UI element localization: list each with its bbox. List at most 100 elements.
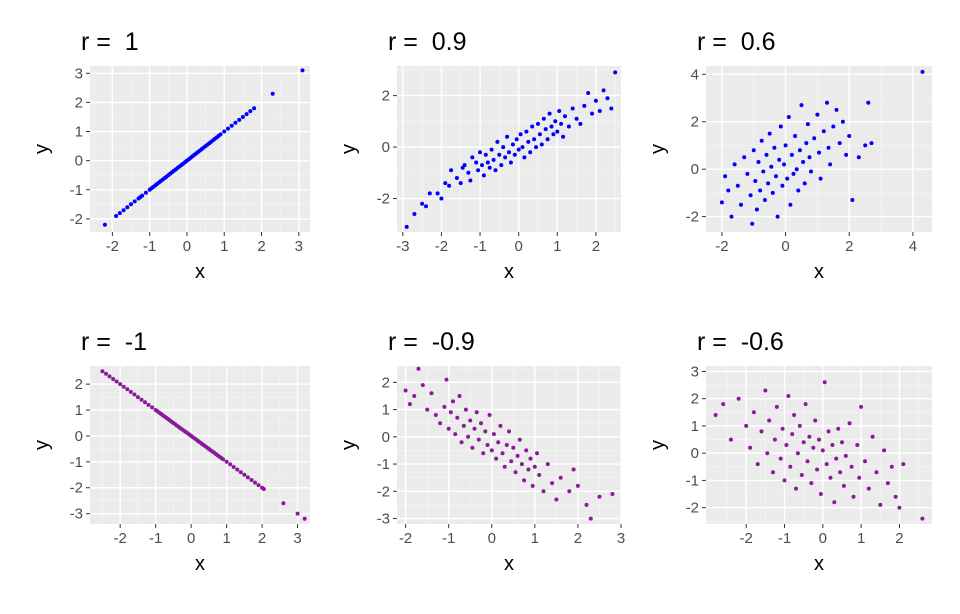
x-tick-label: 1 bbox=[220, 238, 228, 255]
data-point bbox=[150, 405, 155, 410]
y-axis-title: y bbox=[338, 440, 360, 450]
data-point bbox=[114, 214, 119, 218]
data-point bbox=[478, 150, 482, 155]
data-point bbox=[468, 178, 473, 183]
data-point bbox=[489, 448, 494, 453]
data-point bbox=[235, 467, 240, 472]
y-tick-label: 4 bbox=[691, 66, 699, 83]
data-point bbox=[813, 418, 818, 423]
data-point bbox=[139, 397, 144, 402]
data-point bbox=[748, 445, 753, 450]
data-point bbox=[483, 429, 488, 434]
x-tick-label: 2 bbox=[574, 530, 582, 547]
x-tick-label: -3 bbox=[396, 238, 409, 255]
data-point bbox=[483, 152, 488, 157]
data-point bbox=[493, 168, 498, 173]
data-point bbox=[466, 434, 471, 439]
data-point bbox=[837, 141, 842, 146]
x-tick-label: -2 bbox=[740, 530, 753, 547]
data-point bbox=[458, 181, 463, 186]
data-point bbox=[447, 183, 452, 188]
data-point bbox=[466, 170, 471, 175]
scatter-panel: -2 -1 0 1 2 3 -3 -2 -1 0 1 2 x y r = -1 bbox=[31, 328, 310, 575]
data-point bbox=[463, 407, 468, 412]
data-point bbox=[613, 70, 618, 75]
data-point bbox=[240, 115, 245, 119]
x-tick-label: 3 bbox=[617, 530, 625, 547]
data-point bbox=[403, 388, 408, 393]
data-point bbox=[792, 413, 797, 417]
data-point bbox=[444, 377, 449, 382]
data-point bbox=[496, 440, 501, 445]
data-point bbox=[843, 453, 848, 458]
x-axis-title: x bbox=[195, 553, 205, 575]
data-point bbox=[532, 137, 537, 142]
data-point bbox=[245, 475, 250, 480]
data-point bbox=[481, 173, 486, 178]
data-point bbox=[125, 387, 130, 392]
data-point bbox=[788, 464, 793, 469]
data-point bbox=[759, 138, 764, 143]
data-point bbox=[772, 145, 777, 150]
data-point bbox=[507, 429, 511, 434]
data-point bbox=[775, 214, 780, 219]
data-point bbox=[237, 117, 242, 122]
data-point bbox=[117, 211, 122, 216]
data-point bbox=[824, 462, 829, 467]
x-tick-label: 0 bbox=[183, 238, 191, 255]
y-tick-label: 2 bbox=[382, 374, 390, 391]
data-point bbox=[503, 155, 508, 160]
data-point bbox=[528, 150, 533, 155]
data-point bbox=[504, 443, 509, 447]
y-tick-label: -1 bbox=[686, 472, 699, 489]
data-point bbox=[815, 467, 820, 472]
data-point bbox=[575, 483, 580, 488]
data-point bbox=[416, 366, 421, 371]
data-point bbox=[859, 404, 864, 409]
x-tick-label: 2 bbox=[895, 530, 903, 547]
scatter-panel: -2 0 2 4 -2 0 2 4 x y r = 0.6 bbox=[647, 28, 932, 283]
data-point bbox=[584, 502, 589, 507]
data-point bbox=[578, 121, 583, 126]
data-point bbox=[885, 481, 890, 486]
data-point bbox=[446, 426, 451, 431]
data-point bbox=[840, 440, 844, 445]
x-tick-label: -1 bbox=[442, 530, 455, 547]
data-point bbox=[541, 489, 546, 494]
data-point bbox=[857, 475, 862, 480]
data-point bbox=[863, 143, 868, 148]
data-point bbox=[847, 421, 852, 426]
data-point bbox=[425, 407, 430, 412]
data-point bbox=[878, 502, 883, 507]
data-point bbox=[799, 103, 804, 108]
x-tick-label: -2 bbox=[715, 238, 728, 255]
data-point bbox=[221, 457, 226, 462]
data-point bbox=[513, 470, 518, 475]
data-point bbox=[476, 168, 481, 173]
scatter-panel: -2 -1 0 1 2 3 -3 -2 -1 0 1 2 x y r = -0.9 bbox=[338, 328, 625, 575]
data-point bbox=[128, 389, 133, 394]
scatter-panel: -2 -1 0 1 2 -2 -1 0 1 2 3 x y r = -0.6 bbox=[647, 328, 932, 575]
data-point bbox=[869, 141, 874, 146]
data-point bbox=[713, 413, 718, 417]
data-point bbox=[593, 98, 598, 103]
data-point bbox=[412, 212, 417, 216]
data-point bbox=[797, 148, 802, 153]
x-tick-label: -1 bbox=[778, 530, 791, 547]
data-point bbox=[114, 379, 119, 384]
data-point bbox=[453, 432, 458, 437]
data-point bbox=[547, 111, 552, 116]
data-point bbox=[796, 188, 801, 193]
y-axis-title: y bbox=[647, 144, 669, 154]
panel-background bbox=[397, 66, 621, 232]
data-point bbox=[739, 202, 743, 207]
data-point bbox=[841, 483, 846, 488]
data-point bbox=[849, 464, 854, 469]
data-point bbox=[270, 91, 275, 96]
data-point bbox=[856, 155, 861, 160]
data-point bbox=[146, 402, 151, 407]
panel-title: r = -0.6 bbox=[697, 328, 784, 356]
data-point bbox=[487, 165, 492, 170]
panel-background bbox=[397, 366, 621, 524]
